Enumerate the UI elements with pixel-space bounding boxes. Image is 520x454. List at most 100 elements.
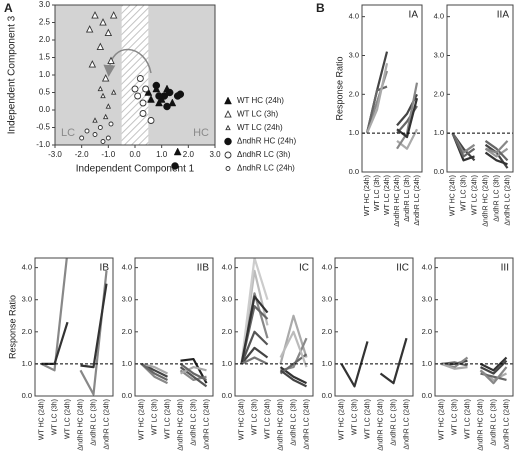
y-tick-label: 2.0 — [39, 35, 51, 44]
point — [173, 147, 182, 156]
y-tick-label: 1.0 — [322, 359, 332, 368]
x-tick-label: ΔndhR HC (24h) — [77, 399, 84, 451]
lines — [140, 357, 208, 388]
point — [104, 28, 113, 37]
series-line — [279, 369, 307, 388]
x-tick-label: ΔndhR LC (3h) — [290, 399, 297, 446]
point — [105, 103, 112, 109]
point — [131, 85, 139, 93]
plot-frame — [234, 257, 314, 397]
x-tick-label: ΔndhR LC (24h) — [414, 175, 421, 226]
lines — [240, 258, 308, 388]
x-tick-label: WT LC (3h) — [351, 399, 358, 435]
y-tick-label: 4.0 — [434, 12, 444, 21]
legend-label: ΔndhR LC (24h) — [237, 164, 295, 173]
panel-label: B — [316, 1, 325, 15]
series-line — [241, 356, 268, 365]
legend-marker — [224, 110, 232, 118]
lines — [41, 258, 108, 396]
x-tick-label: WT LC (3h) — [460, 175, 467, 211]
x-tick-label: WT LC (24h) — [384, 175, 391, 215]
y-tick-label: 0.0 — [122, 391, 132, 400]
x-tick-label: 0.0 — [129, 150, 141, 159]
y-tick-label: -0.5 — [36, 123, 50, 132]
plot-frame — [334, 257, 414, 397]
y-tick-label: 2.0 — [22, 327, 32, 336]
x-tick-label: -2.0 — [75, 150, 89, 159]
plot-frame — [446, 4, 514, 173]
x-tick-label: WT HC (24h) — [238, 399, 245, 440]
y-tick-label: 0.5 — [39, 88, 51, 97]
point — [92, 117, 98, 123]
x-tick-label: ΔndhR LC (3h) — [493, 175, 500, 222]
x-tick-label: WT LC (24h) — [464, 399, 471, 439]
series-line — [451, 132, 476, 158]
series-line — [379, 337, 408, 385]
y-tick-label: 1.0 — [422, 359, 432, 368]
series-line — [240, 295, 269, 365]
series-line — [480, 359, 508, 375]
x-tick-label: ΔndhR HC (24h) — [377, 399, 384, 451]
x-tick-label: WT HC (24h) — [38, 399, 45, 440]
x-tick-label: ΔndhR LC (24h) — [303, 399, 310, 450]
series-line — [365, 63, 389, 134]
y-axis-title: Response Ratio — [334, 56, 344, 120]
point — [171, 162, 179, 170]
series-line — [80, 283, 108, 369]
legend-label: WT LC (24h) — [237, 123, 283, 132]
series-line — [180, 366, 207, 375]
x-tick-label: ΔndhR LC (24h) — [504, 175, 511, 226]
x-tick-label: WT HC (24h) — [138, 399, 145, 440]
point — [84, 128, 90, 134]
point — [97, 125, 103, 130]
x-tick-label: WT HC (24h) — [449, 175, 456, 216]
y-tick-label: 2.0 — [434, 89, 444, 98]
legend-marker — [225, 166, 231, 171]
x-tick-label: 1.0 — [156, 150, 168, 159]
plot-frame — [434, 257, 514, 397]
point — [109, 11, 118, 19]
x-tick-label: WT LC (3h) — [374, 175, 381, 211]
y-tick-label: 4.0 — [222, 263, 232, 272]
x-tick-label: WT LC (3h) — [451, 399, 458, 435]
point — [142, 85, 150, 93]
y-tick-label: 0.0 — [39, 105, 51, 114]
point — [100, 92, 106, 99]
y-tick-label: 0.0 — [422, 391, 432, 400]
point — [155, 92, 163, 100]
legend-label: ΔndhR LC (3h) — [237, 150, 291, 159]
y-tick-label: 3.0 — [422, 295, 432, 304]
series-line — [179, 363, 207, 381]
series-line — [140, 363, 168, 381]
x-tick-label: 2.0 — [183, 150, 195, 159]
x-tick-label: ΔndhR HC (24h) — [394, 175, 401, 227]
series-line — [240, 258, 269, 365]
y-tick-label: 2.0 — [349, 89, 359, 98]
point — [79, 135, 85, 141]
series-line — [41, 258, 68, 372]
point — [155, 98, 163, 107]
point — [96, 42, 105, 51]
point — [134, 92, 142, 100]
point — [99, 18, 107, 26]
y-tick-label: 4.0 — [349, 12, 359, 21]
point — [110, 89, 117, 95]
plot-frame — [34, 257, 114, 397]
y-tick-label: 3.0 — [434, 50, 444, 59]
point — [163, 102, 171, 111]
lines — [441, 356, 508, 385]
point — [108, 121, 114, 127]
y-tick-label: 4.0 — [322, 263, 332, 272]
y-tick-label: 3.0 — [22, 295, 32, 304]
plot-background — [362, 5, 422, 172]
x-tick-label: ΔndhR HC (24h) — [482, 175, 489, 227]
series-line — [484, 147, 509, 158]
point — [165, 88, 174, 97]
series-line — [279, 330, 308, 368]
series-line — [141, 362, 168, 375]
y-tick-label: 0.0 — [22, 391, 32, 400]
point — [139, 99, 147, 107]
x-tick-label: ΔndhR LC (3h) — [490, 399, 497, 446]
y-tick-label: 1.0 — [122, 359, 132, 368]
